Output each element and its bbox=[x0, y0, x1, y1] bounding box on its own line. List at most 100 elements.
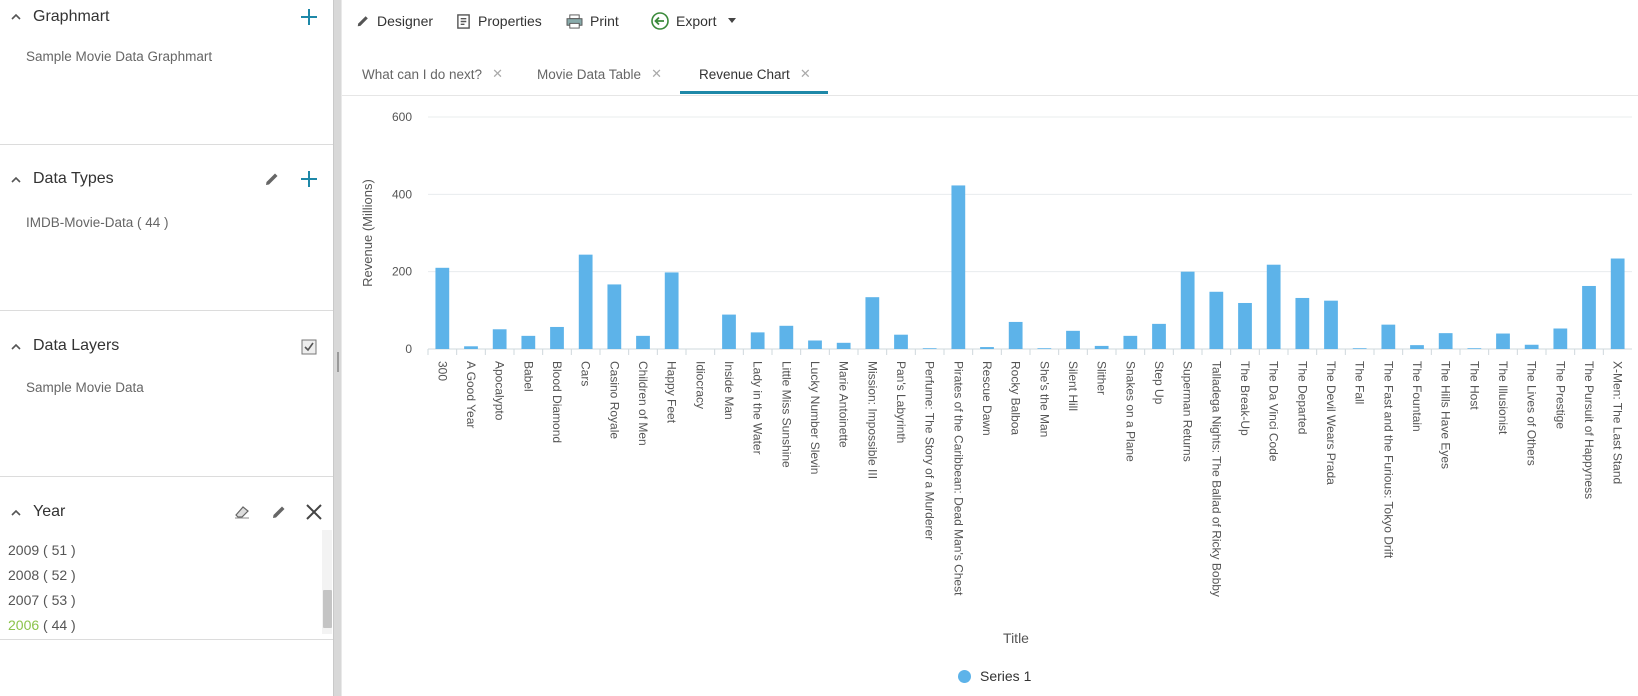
bar bbox=[607, 284, 622, 349]
x-tick-label: Step Up bbox=[1152, 361, 1166, 405]
x-tick-label: Rocky Balboa bbox=[1009, 361, 1023, 435]
x-tick-label: She's the Man bbox=[1037, 361, 1051, 437]
bar bbox=[951, 185, 966, 349]
graphmart-item[interactable]: Sample Movie Data Graphmart bbox=[26, 49, 213, 64]
chart-legend[interactable]: Series 1 bbox=[958, 668, 1031, 684]
bar bbox=[664, 272, 679, 349]
data-layer-item[interactable]: Sample Movie Data bbox=[26, 380, 144, 395]
year-row[interactable]: 2007 ( 53 ) bbox=[8, 592, 76, 608]
panel-splitter[interactable] bbox=[333, 0, 342, 696]
close-tab-icon[interactable]: ✕ bbox=[492, 66, 503, 81]
pencil-icon bbox=[273, 506, 285, 518]
pencil-icon bbox=[357, 16, 368, 27]
year-scrollbar[interactable] bbox=[322, 530, 332, 634]
data-types-header[interactable]: Data Types bbox=[0, 165, 333, 199]
chevron-up-icon[interactable] bbox=[10, 11, 22, 23]
graphmart-header[interactable]: Graphmart bbox=[0, 0, 333, 34]
tab-what-can-i-do-next[interactable]: What can I do next? ✕ bbox=[362, 52, 503, 96]
data-type-item[interactable]: IMDB-Movie-Data ( 44 ) bbox=[26, 215, 169, 230]
y-axis-label: Revenue (Millions) bbox=[360, 179, 375, 287]
year-scrollbar-thumb[interactable] bbox=[323, 590, 332, 628]
export-label: Export bbox=[676, 13, 717, 29]
x-tick-label: The Fast and the Furious: Tokyo Drift bbox=[1381, 361, 1395, 559]
tab-revenue-chart[interactable]: Revenue Chart ✕ bbox=[699, 52, 811, 96]
edit-data-types-button[interactable] bbox=[260, 167, 284, 191]
bar bbox=[1496, 333, 1510, 349]
year-row-selected[interactable]: 2006 ( 44 ) bbox=[8, 617, 76, 633]
x-tick-label: Little Miss Sunshine bbox=[779, 361, 793, 468]
bar bbox=[1209, 291, 1224, 349]
splitter-grip[interactable] bbox=[337, 352, 339, 372]
y-tick-label: 200 bbox=[392, 265, 412, 279]
year-section: Year bbox=[0, 477, 333, 640]
bar bbox=[636, 335, 650, 349]
bar bbox=[1610, 258, 1625, 349]
y-tick-label: 400 bbox=[392, 187, 412, 201]
year-label: 2009 bbox=[8, 542, 40, 558]
export-button[interactable]: Export bbox=[651, 10, 737, 32]
toggle-layers-button[interactable] bbox=[297, 335, 321, 359]
designer-label: Designer bbox=[377, 13, 434, 29]
add-graphmart-button[interactable] bbox=[297, 5, 321, 29]
bar bbox=[435, 267, 450, 349]
edit-year-button[interactable] bbox=[267, 500, 291, 524]
close-icon bbox=[306, 504, 322, 520]
close-tab-icon[interactable]: ✕ bbox=[651, 66, 662, 81]
year-list[interactable]: 2009 ( 51 ) 2008 ( 52 ) 2007 ( 53 ) 2006… bbox=[0, 530, 326, 636]
properties-button[interactable]: Properties bbox=[456, 10, 542, 32]
chart-svg: 0 200 400 600 Revenue (Millions) 300 A Good Ye… bbox=[360, 110, 1632, 646]
bar bbox=[865, 297, 880, 349]
tab-movie-data-table[interactable]: Movie Data Table ✕ bbox=[537, 52, 662, 96]
close-tab-icon[interactable]: ✕ bbox=[799, 66, 811, 81]
x-tick-label: Pan's Labyrinth bbox=[894, 361, 908, 443]
year-count: ( 53 ) bbox=[43, 592, 76, 608]
bar bbox=[521, 335, 536, 349]
clear-filter-button[interactable] bbox=[230, 500, 254, 524]
x-tick-label: The Prestige bbox=[1553, 361, 1567, 429]
chevron-up-icon[interactable] bbox=[10, 174, 22, 186]
bar bbox=[550, 326, 564, 349]
chevron-up-icon[interactable] bbox=[10, 341, 22, 353]
remove-year-button[interactable] bbox=[302, 500, 326, 524]
x-tick-label: The Hills Have Eyes bbox=[1439, 361, 1453, 469]
data-types-title: Data Types bbox=[33, 170, 114, 187]
checkbox-checked-icon bbox=[301, 339, 317, 355]
caret-down-icon[interactable] bbox=[728, 18, 737, 24]
bar bbox=[1582, 285, 1596, 349]
bar bbox=[894, 334, 908, 349]
chevron-up-icon[interactable] bbox=[10, 507, 22, 519]
x-tick-label: The Lives of Others bbox=[1525, 361, 1539, 466]
print-button[interactable]: Print bbox=[566, 10, 619, 32]
year-row[interactable]: 2008 ( 52 ) bbox=[8, 567, 76, 583]
year-label: 2006 bbox=[8, 617, 40, 633]
data-layers-header[interactable]: Data Layers bbox=[0, 331, 333, 365]
x-tick-label: The Pursuit of Happyness bbox=[1582, 361, 1596, 499]
x-axis-label: Title bbox=[1003, 630, 1029, 646]
add-data-type-button[interactable] bbox=[297, 167, 321, 191]
x-tick-label: The Break-Up bbox=[1238, 361, 1252, 436]
designer-button[interactable]: Designer bbox=[356, 10, 433, 32]
x-tick-label: The Fountain bbox=[1410, 361, 1424, 432]
x-tick-label: The Fall bbox=[1353, 361, 1367, 404]
x-tick-label: Idiocracy bbox=[693, 361, 707, 409]
properties-icon bbox=[457, 13, 470, 29]
legend-label: Series 1 bbox=[980, 668, 1032, 684]
bar bbox=[1123, 335, 1138, 349]
x-tick-label: Perfume: The Story of a Murderer bbox=[923, 361, 937, 540]
bar bbox=[464, 346, 478, 349]
revenue-chart: 0 200 400 600 Revenue (Millions) 300 A Good Ye… bbox=[342, 97, 1638, 696]
y-tick-label: 600 bbox=[392, 110, 412, 124]
bar bbox=[1553, 328, 1568, 349]
bar bbox=[1266, 264, 1281, 349]
x-tick-label: Pirates of the Caribbean: Dead Man's Che… bbox=[951, 361, 965, 596]
x-tick-label: A Good Year bbox=[464, 361, 478, 428]
x-tick-label: Apocalypto bbox=[493, 361, 507, 421]
year-row[interactable]: 2009 ( 51 ) bbox=[8, 542, 76, 558]
year-header[interactable]: Year bbox=[0, 497, 333, 531]
data-layers-section: Data Layers Sample Movie Data bbox=[0, 311, 333, 477]
x-tick-label: Lady in the Water bbox=[751, 361, 765, 455]
bar bbox=[779, 325, 794, 349]
data-type-label: IMDB-Movie-Data bbox=[26, 215, 134, 230]
left-panel: Graphmart Sample Movie Data Graphmart Da… bbox=[0, 0, 333, 696]
bar bbox=[808, 340, 822, 349]
